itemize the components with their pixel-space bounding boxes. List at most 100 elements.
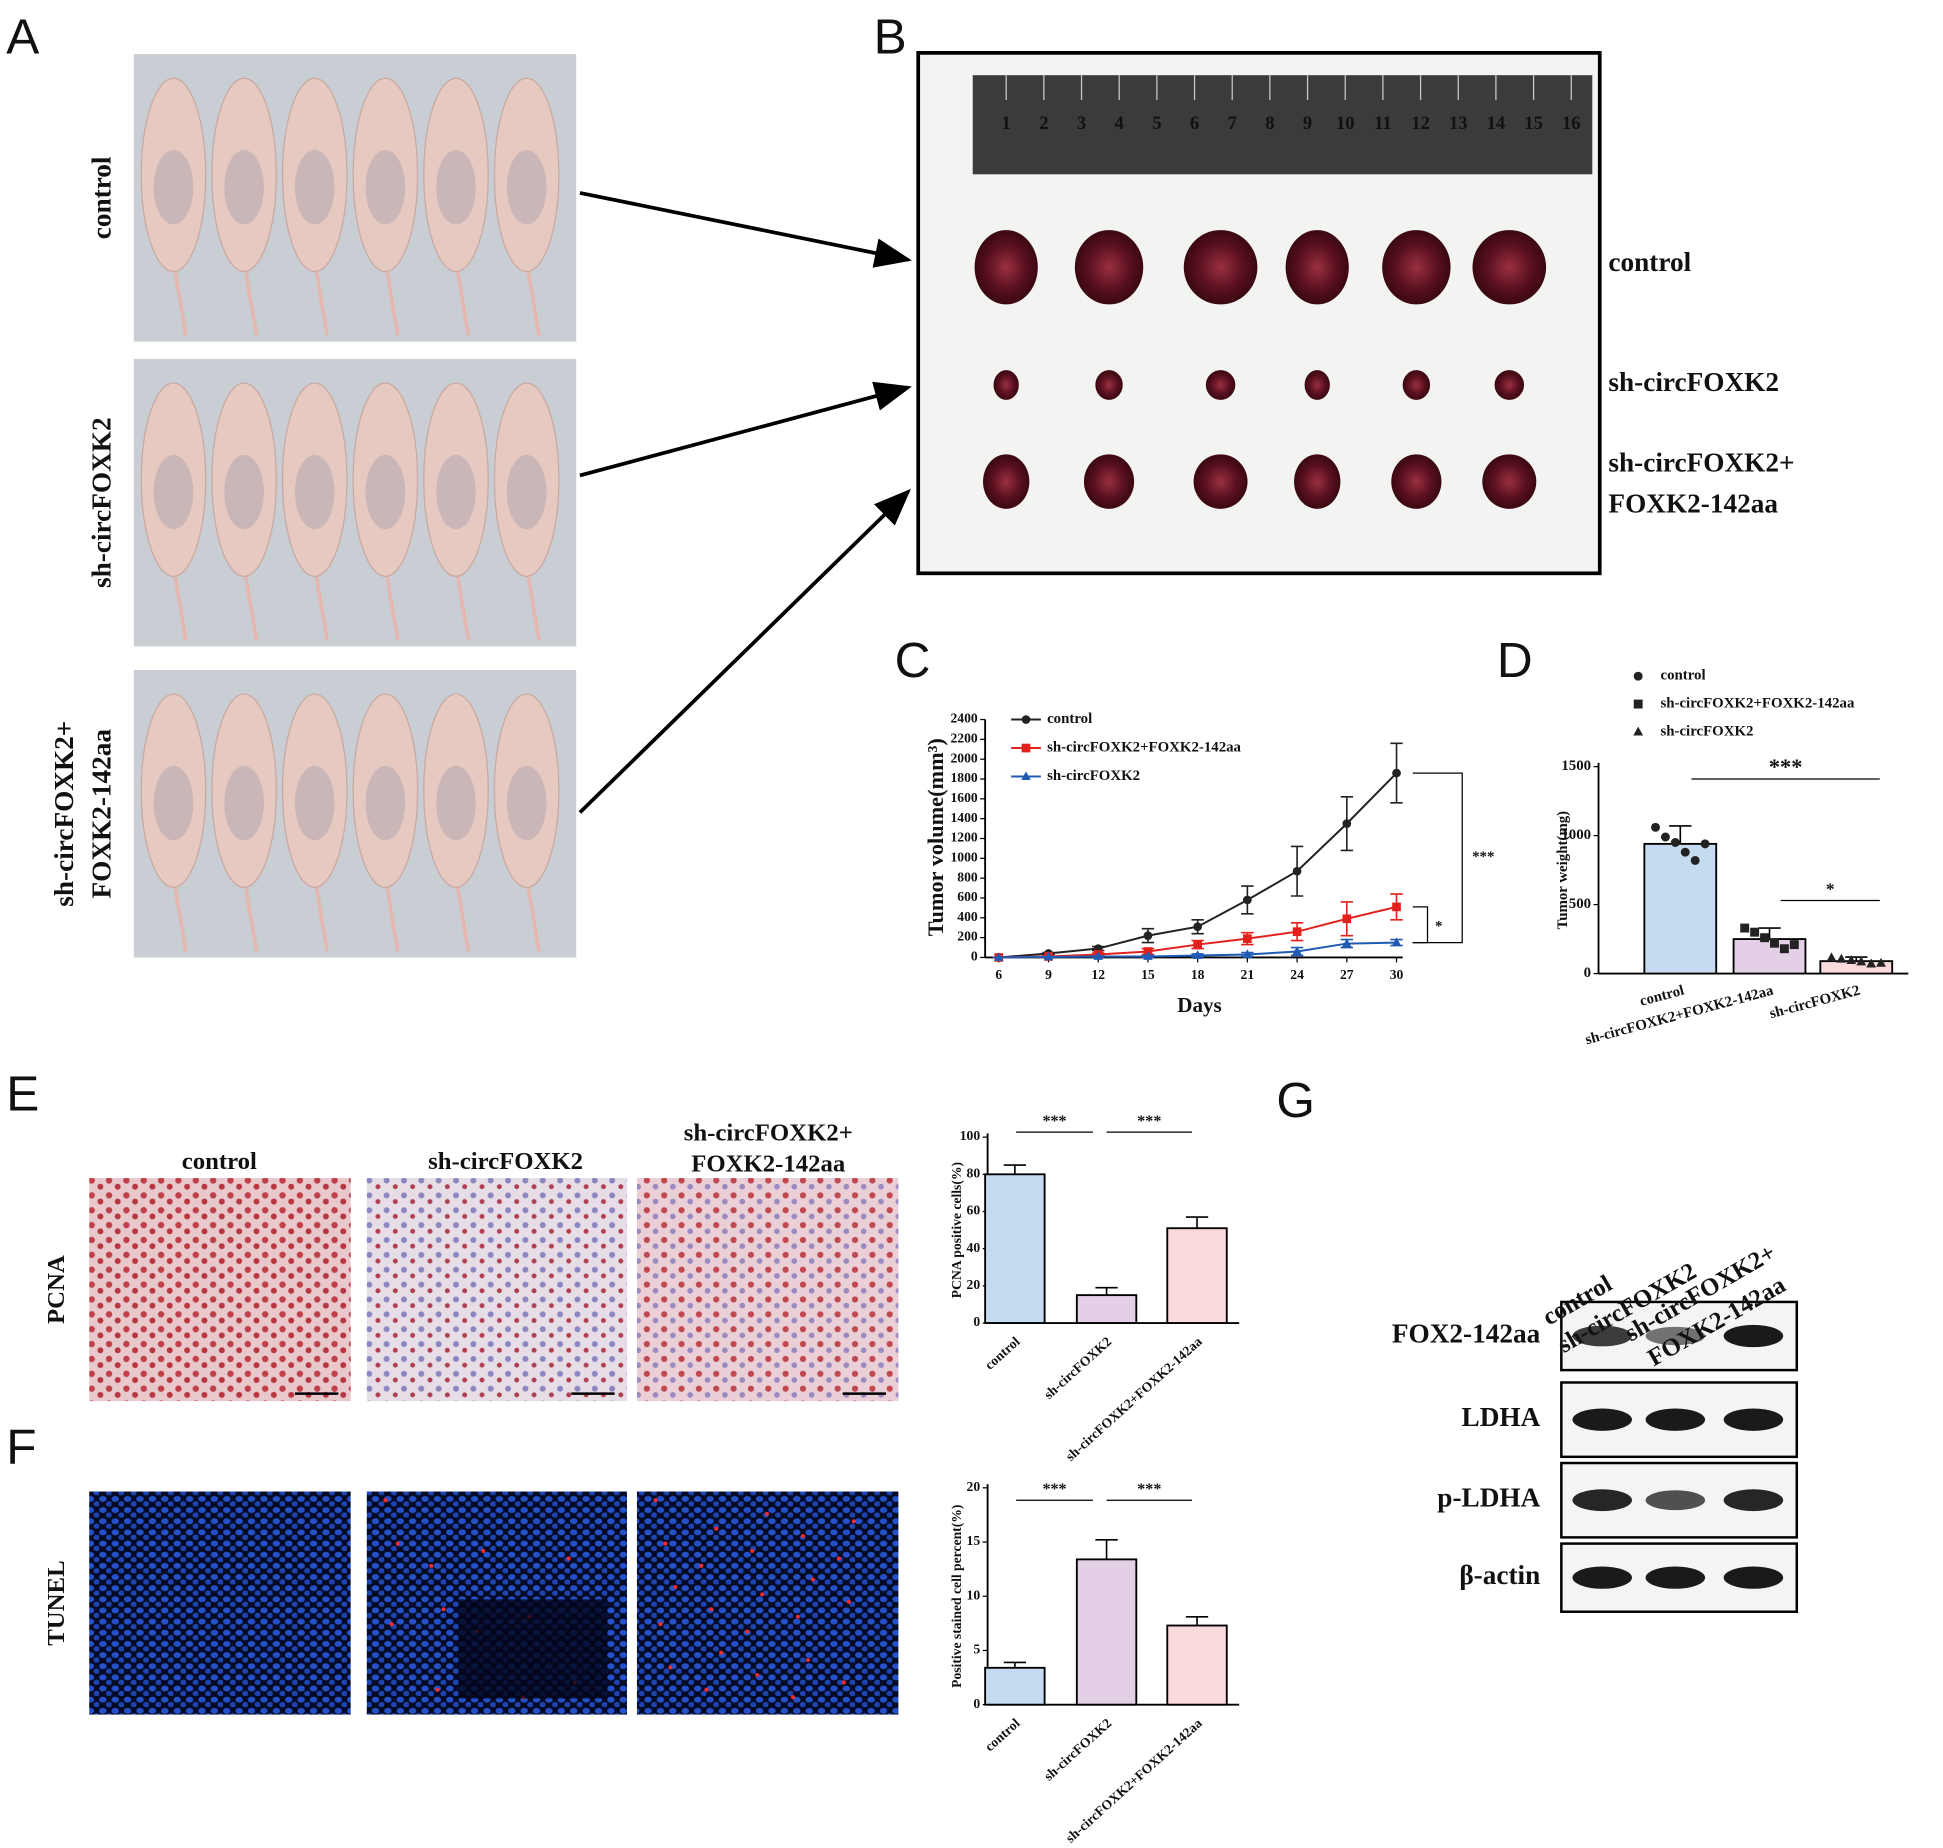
x-tick-label: 18 xyxy=(1191,967,1205,982)
tunel-dot xyxy=(745,1629,750,1634)
marker xyxy=(1093,951,1103,960)
ruler-number: 1 xyxy=(1002,113,1011,134)
y-tick-label: 2000 xyxy=(950,750,977,765)
blot-band xyxy=(1572,1566,1632,1589)
x-tick-label: control xyxy=(1638,983,1686,1010)
group-label: control xyxy=(1608,247,1691,277)
tunel-dot xyxy=(663,1541,668,1546)
bar xyxy=(1732,938,1807,975)
group-label: FOXK2-142aa xyxy=(1608,489,1778,519)
row-label: FOX2-142aa xyxy=(1392,1318,1541,1348)
y-tick-label: 600 xyxy=(957,889,978,904)
panel-letter: D xyxy=(1497,632,1533,688)
mouse-tail xyxy=(383,566,400,641)
marker xyxy=(1143,931,1153,940)
tunel-dot xyxy=(796,1614,801,1619)
marker xyxy=(993,952,1004,961)
marker xyxy=(1856,956,1867,966)
tunel-dot xyxy=(714,1526,719,1531)
ruler-number: 15 xyxy=(1524,113,1543,134)
legend-marker xyxy=(1633,671,1643,681)
tunel-dot xyxy=(658,1622,663,1627)
marker xyxy=(1243,895,1252,905)
blot-band xyxy=(1723,1408,1784,1431)
y-tick-label: 2400 xyxy=(950,711,977,726)
marker xyxy=(1392,768,1401,778)
x-tick-label: sh-circFOXK2 xyxy=(1041,1715,1115,1783)
column-label: control xyxy=(182,1148,257,1175)
tumor xyxy=(1482,454,1537,509)
mouse-tail xyxy=(312,877,329,952)
panel-letter: B xyxy=(874,9,907,65)
bar xyxy=(1075,1294,1138,1324)
mouse-tail xyxy=(454,566,471,641)
y-tick-label: 5 xyxy=(973,1642,980,1657)
row-label: LDHA xyxy=(1462,1402,1541,1432)
column-label: sh-circFOXK2+ xyxy=(684,1119,853,1146)
tumor xyxy=(1285,230,1349,305)
y-tick-label: 60 xyxy=(967,1203,981,1218)
mouse-belly xyxy=(506,150,547,225)
mouse-tail xyxy=(171,566,188,641)
marker xyxy=(1043,951,1054,961)
mouse-tail xyxy=(242,566,259,641)
mouse-belly xyxy=(506,454,547,530)
tunel-dot xyxy=(805,1658,810,1663)
legend-label: sh-circFOXK2+FOXK2-142aa xyxy=(1660,695,1854,711)
mouse-belly xyxy=(224,150,264,225)
mouse-tail xyxy=(383,261,400,336)
tunel-dot xyxy=(441,1607,446,1612)
marker xyxy=(1876,957,1886,967)
row-label: TUNEL xyxy=(43,1560,70,1645)
y-tick-label: 1600 xyxy=(950,790,977,805)
y-tick-label: 0 xyxy=(973,1696,980,1711)
column-label: sh-circFOXK2 xyxy=(428,1148,583,1175)
x-axis-label: Days xyxy=(1177,993,1221,1017)
legend-marker xyxy=(1021,743,1031,753)
y-tick-label: 500 xyxy=(1569,896,1591,912)
bar xyxy=(984,1173,1046,1324)
ruler-number: 10 xyxy=(1336,113,1355,134)
x-tick-label: 30 xyxy=(1390,967,1404,982)
marker xyxy=(1740,923,1750,933)
tunel-dot xyxy=(846,1599,851,1604)
x-tick-label: sh-circFOXK2 xyxy=(1041,1334,1115,1402)
error-bar xyxy=(1185,1216,1209,1229)
row-label: β-actin xyxy=(1459,1560,1540,1590)
legend-label: sh-circFOXK2 xyxy=(1047,768,1140,784)
error-bar xyxy=(1095,1539,1118,1560)
panel-letter: E xyxy=(6,1066,39,1122)
y-tick-label: 800 xyxy=(957,869,978,884)
tunel-dot xyxy=(395,1541,400,1546)
y-axis-label: Tumor weight(mg) xyxy=(1555,811,1571,930)
marker xyxy=(1760,933,1770,943)
bar xyxy=(1166,1227,1228,1324)
bar xyxy=(1643,842,1718,975)
y-axis-label: PCNA positive cells(%) xyxy=(949,1162,965,1298)
marker xyxy=(1243,934,1252,943)
ruler-number: 14 xyxy=(1487,113,1506,134)
tunel-dot xyxy=(668,1665,673,1670)
tunel-dot xyxy=(755,1672,760,1677)
tunel-dot xyxy=(653,1498,658,1503)
y-tick-label: 1400 xyxy=(950,810,977,825)
mouse-belly xyxy=(436,454,476,530)
group-label: FOXK2-142aa xyxy=(86,729,116,899)
y-tick-label: 20 xyxy=(967,1479,981,1494)
group-label: sh-circFOXK2 xyxy=(1608,367,1779,397)
marker xyxy=(1342,819,1352,828)
mouse-belly xyxy=(506,765,547,841)
marker xyxy=(1826,952,1837,962)
ruler-number: 6 xyxy=(1190,113,1199,134)
y-axis-label: Positive stained cell percent(%) xyxy=(949,1505,965,1688)
ruler-number: 9 xyxy=(1303,113,1312,134)
y-axis-label: Tumor volume(mm³) xyxy=(923,738,948,936)
tunel-dot xyxy=(791,1695,796,1700)
y-tick-label: 1800 xyxy=(950,770,977,785)
tumor xyxy=(1494,370,1525,400)
mouse-belly xyxy=(294,150,335,225)
tumor xyxy=(1382,230,1451,305)
mouse-tail xyxy=(524,877,541,952)
annotation: *** xyxy=(1042,1481,1066,1498)
